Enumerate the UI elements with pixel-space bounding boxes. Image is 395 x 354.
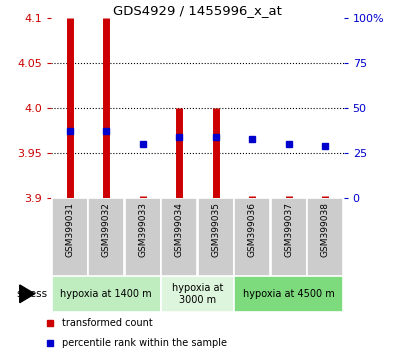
Text: GSM399032: GSM399032: [102, 202, 111, 257]
Text: GSM399037: GSM399037: [284, 202, 293, 257]
Bar: [88, 198, 124, 276]
Bar: [198, 198, 234, 276]
Text: GSM399035: GSM399035: [211, 202, 220, 257]
Bar: [234, 198, 270, 276]
Bar: [234, 276, 343, 312]
Polygon shape: [20, 285, 35, 303]
Text: percentile rank within the sample: percentile rank within the sample: [62, 338, 227, 348]
Text: hypoxia at
3000 m: hypoxia at 3000 m: [172, 283, 223, 305]
Text: transformed count: transformed count: [62, 318, 153, 329]
Text: hypoxia at 4500 m: hypoxia at 4500 m: [243, 289, 335, 299]
Bar: [307, 198, 343, 276]
Bar: [161, 198, 197, 276]
Text: GSM399033: GSM399033: [138, 202, 147, 257]
Title: GDS4929 / 1455996_x_at: GDS4929 / 1455996_x_at: [113, 4, 282, 17]
Text: stress: stress: [16, 289, 47, 299]
Text: hypoxia at 1400 m: hypoxia at 1400 m: [60, 289, 152, 299]
Bar: [52, 276, 161, 312]
Text: GSM399034: GSM399034: [175, 202, 184, 257]
Bar: [161, 276, 234, 312]
Text: GSM399031: GSM399031: [65, 202, 74, 257]
Text: GSM399036: GSM399036: [248, 202, 257, 257]
Text: GSM399038: GSM399038: [321, 202, 330, 257]
Bar: [271, 198, 307, 276]
Bar: [125, 198, 161, 276]
Bar: [52, 198, 88, 276]
